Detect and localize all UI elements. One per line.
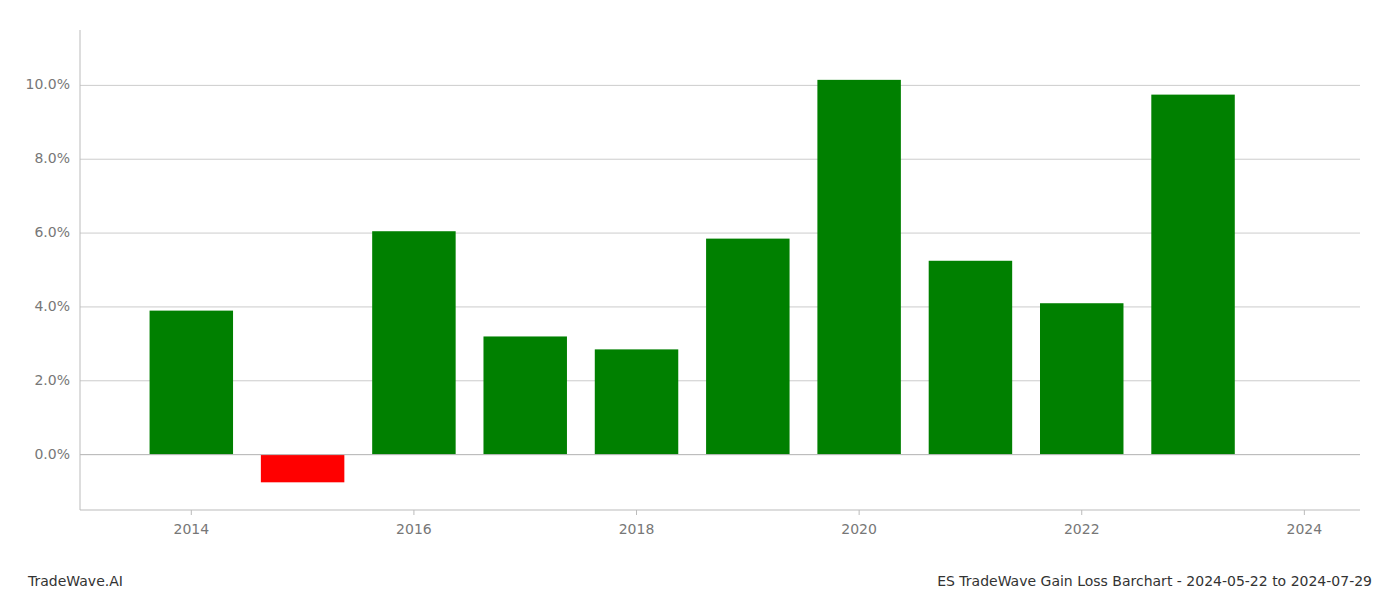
bars: [150, 80, 1235, 482]
y-axis-line: [80, 30, 81, 510]
bar: [483, 336, 566, 454]
y-tick-label: 6.0%: [34, 224, 70, 240]
y-tick-label: 10.0%: [26, 76, 70, 92]
footer-text: TradeWave.AI: [27, 573, 123, 589]
bar: [261, 455, 344, 483]
y-tick-label: 0.0%: [34, 446, 70, 462]
y-tick-label: 4.0%: [34, 298, 70, 314]
grid-line: [80, 85, 1360, 86]
x-tick-label: 2014: [173, 521, 209, 537]
bar: [929, 261, 1012, 455]
bar: [595, 349, 678, 454]
bar: [817, 80, 900, 455]
y-tick-label: 2.0%: [34, 372, 70, 388]
bar: [372, 231, 455, 454]
x-axis-line: [80, 510, 1360, 511]
x-tick-label: 2020: [841, 521, 877, 537]
grid-line: [80, 454, 1360, 455]
bar: [1040, 303, 1123, 454]
x-tick: [859, 510, 860, 515]
bar: [706, 239, 789, 455]
bar: [150, 311, 233, 455]
x-tick-label: 2016: [396, 521, 432, 537]
x-tick-label: 2024: [1287, 521, 1323, 537]
footer-text: ES TradeWave Gain Loss Barchart - 2024-0…: [937, 573, 1372, 589]
x-tick-label: 2022: [1064, 521, 1100, 537]
x-tick: [191, 510, 192, 515]
chart-container: 0.0% 2.0% 4.0% 6.0% 8.0% 10.0% 2014 2016 2018 202…: [0, 0, 1400, 600]
x-tick: [636, 510, 637, 515]
bar: [1151, 95, 1234, 455]
zero-line: [80, 454, 1360, 455]
x-tick-label: 2018: [619, 521, 655, 537]
y-tick-label: 8.0%: [34, 150, 70, 166]
chart-svg: 0.0% 2.0% 4.0% 6.0% 8.0% 10.0% 2014 2016 2018 202…: [0, 0, 1400, 600]
x-tick: [1081, 510, 1082, 515]
x-tick: [1304, 510, 1305, 515]
grid: [80, 85, 1360, 454]
x-tick: [413, 510, 414, 515]
